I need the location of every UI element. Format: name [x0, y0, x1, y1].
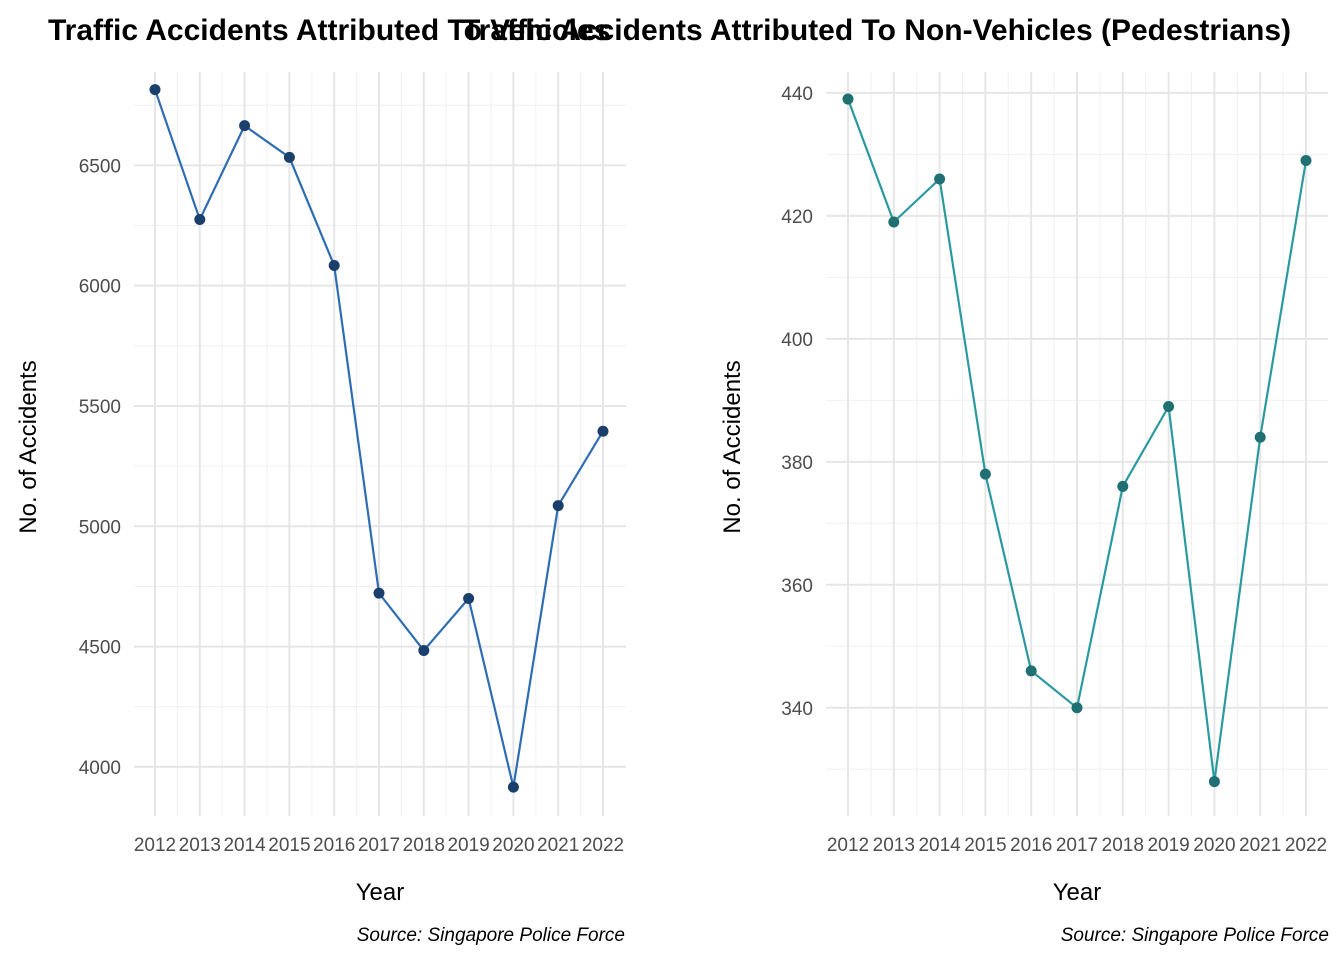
non-vehicles-data-point-2019 — [1163, 400, 1175, 412]
vehicles-x-tick-label: 2014 — [223, 835, 266, 856]
non-vehicles-series-points — [842, 93, 1312, 788]
non-vehicles-x-tick-label: 2013 — [873, 835, 915, 856]
vehicles-data-point-2021 — [552, 500, 564, 512]
non-vehicles-data-point-2021 — [1254, 431, 1266, 443]
non-vehicles-x-tick-label: 2018 — [1102, 835, 1144, 856]
vehicles-chart-gridlines — [134, 72, 626, 816]
non-vehicles-chart-x-ticks: 2012 2013 2014 2015 2016 2017 2018 2019 2020 2021… — [827, 835, 1327, 856]
vehicles-data-point-2017 — [373, 587, 385, 599]
vehicles-data-point-2012 — [149, 84, 161, 96]
vehicles-chart-source-caption: Source: Singapore Police Force — [357, 925, 625, 946]
vehicles-data-point-2022 — [597, 425, 609, 437]
vehicles-chart-title: Traffic Accidents Attributed To Vehicles — [48, 14, 610, 47]
vehicles-data-point-2019 — [463, 592, 475, 604]
non-vehicles-x-tick-label: 2021 — [1239, 835, 1281, 856]
vehicles-x-tick-label: 2017 — [358, 835, 400, 856]
non-vehicles-x-tick-label: 2014 — [918, 835, 961, 856]
vehicles-y-tick-label: 6500 — [79, 156, 121, 177]
non-vehicles-data-point-2022 — [1300, 155, 1312, 167]
non-vehicles-y-tick-label: 360 — [781, 576, 813, 597]
non-vehicles-chart-title: Traffic Accidents Attributed To Non-Vehi… — [462, 14, 1291, 47]
non-vehicles-chart-x-axis-label: Year — [1053, 879, 1102, 906]
vehicles-chart-y-axis-label: No. of Accidents — [15, 360, 42, 533]
non-vehicles-data-point-2018 — [1117, 480, 1129, 492]
non-vehicles-x-tick-label: 2016 — [1010, 835, 1052, 856]
non-vehicles-x-tick-label: 2020 — [1193, 835, 1235, 856]
vehicles-data-point-2018 — [418, 644, 430, 656]
non-vehicles-x-tick-label: 2019 — [1147, 835, 1189, 856]
vehicles-chart-x-ticks: 2012 2013 2014 2015 2016 2017 2018 2019 2020 2021… — [134, 835, 624, 856]
vehicles-y-tick-label: 5000 — [79, 517, 121, 538]
non-vehicles-data-point-2020 — [1208, 776, 1220, 788]
non-vehicles-chart-gridlines — [826, 72, 1328, 816]
non-vehicles-data-point-2014 — [934, 173, 946, 185]
vehicles-data-point-2013 — [194, 214, 206, 226]
non-vehicles-data-point-2017 — [1071, 702, 1083, 714]
vehicles-x-tick-label: 2022 — [582, 835, 624, 856]
vehicles-data-point-2016 — [328, 259, 340, 271]
vehicles-chart-x-axis-label: Year — [356, 879, 405, 906]
vehicles-x-tick-label: 2019 — [447, 835, 489, 856]
non-vehicles-y-tick-label: 420 — [781, 207, 813, 228]
vehicles-y-tick-label: 4000 — [79, 758, 121, 779]
non-vehicles-x-tick-label: 2012 — [827, 835, 869, 856]
non-vehicles-y-tick-label: 440 — [781, 84, 813, 105]
non-vehicles-y-tick-label: 340 — [781, 699, 813, 720]
non-vehicles-data-point-2012 — [842, 93, 854, 105]
non-vehicles-data-point-2016 — [1025, 665, 1037, 677]
non-vehicles-data-point-2013 — [888, 216, 900, 228]
vehicles-y-tick-label: 6000 — [79, 277, 121, 298]
vehicles-series-points — [149, 84, 609, 793]
non-vehicles-chart-y-ticks: 340 360 380 400 420 440 — [781, 84, 813, 720]
non-vehicles-y-tick-label: 400 — [781, 330, 813, 351]
vehicles-data-point-2020 — [507, 781, 519, 793]
vehicles-chart-y-ticks: 4000 4500 5000 5500 6000 6500 — [79, 156, 121, 779]
vehicles-y-tick-label: 5500 — [79, 397, 121, 418]
vehicles-x-tick-label: 2021 — [537, 835, 579, 856]
vehicles-x-tick-label: 2013 — [179, 835, 221, 856]
vehicles-x-tick-label: 2020 — [492, 835, 534, 856]
vehicles-data-point-2015 — [283, 151, 295, 163]
vehicles-y-tick-label: 4500 — [79, 638, 121, 659]
vehicles-data-point-2014 — [239, 120, 251, 132]
non-vehicles-data-point-2015 — [979, 468, 991, 480]
vehicles-x-tick-label: 2012 — [134, 835, 176, 856]
non-vehicles-y-tick-label: 380 — [781, 453, 813, 474]
non-vehicles-x-tick-label: 2017 — [1056, 835, 1098, 856]
non-vehicles-chart-y-axis-label: No. of Accidents — [719, 360, 746, 533]
non-vehicles-x-tick-label: 2022 — [1285, 835, 1327, 856]
non-vehicles-chart-source-caption: Source: Singapore Police Force — [1061, 925, 1329, 946]
vehicles-x-tick-label: 2018 — [403, 835, 445, 856]
non-vehicles-x-tick-label: 2015 — [964, 835, 1006, 856]
vehicles-x-tick-label: 2015 — [268, 835, 310, 856]
vehicles-x-tick-label: 2016 — [313, 835, 355, 856]
